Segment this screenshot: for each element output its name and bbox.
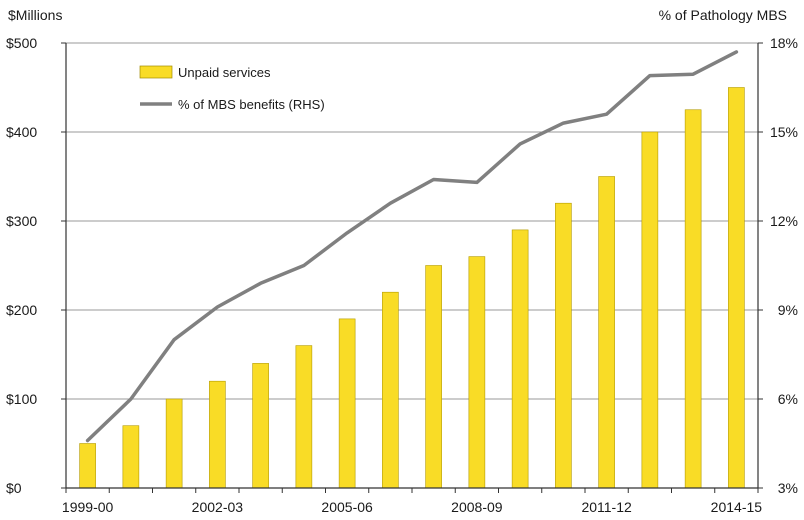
ticks-group: $0 $100 $200 $300 $400 $500 3% 6% 9% 12% 15% 18% 199…: [6, 35, 798, 515]
legend: Unpaid services % of MBS benefits (RHS): [139, 65, 325, 112]
y-left-tick-label: $100: [6, 391, 37, 407]
line-group: [85, 50, 739, 443]
bar-unpaid-services: [468, 256, 486, 489]
y-right-tick-label: 6%: [778, 391, 798, 407]
x-tick-label: 2008-09: [451, 499, 503, 515]
bars-group: [79, 87, 745, 489]
bar-unpaid-services: [79, 443, 96, 489]
y-left-tick-label: $200: [6, 302, 37, 318]
bar-unpaid-services: [511, 229, 529, 489]
y-right-tick-label: 12%: [770, 213, 798, 229]
bar-unpaid-services: [555, 202, 572, 489]
bar-unpaid-services: [684, 109, 702, 489]
x-tick-label: 2005-06: [321, 499, 373, 515]
y-right-tick-label: 9%: [778, 302, 798, 318]
bar-unpaid-services: [209, 380, 226, 489]
bar-unpaid-services: [382, 291, 399, 489]
legend-swatch-unpaid-services: [139, 65, 173, 79]
x-tick-label: 2002-03: [192, 499, 244, 515]
bar-unpaid-services: [338, 318, 356, 489]
y-left-tick-label: $0: [6, 480, 22, 496]
bar-unpaid-services: [122, 425, 140, 489]
x-tick-label: 2011-12: [581, 499, 632, 515]
y-right-tick-label: 18%: [770, 35, 798, 51]
bar-unpaid-services: [165, 398, 183, 489]
y-right-axis-title: % of Pathology MBS: [659, 7, 787, 23]
y-left-tick-label: $300: [6, 213, 37, 229]
bar-unpaid-services: [598, 176, 615, 489]
y-left-tick-label: $500: [6, 35, 37, 51]
line-mbs-benefits: [85, 50, 739, 443]
x-tick-label: 2014-15: [711, 499, 763, 515]
legend-label-unpaid-services: Unpaid services: [178, 65, 271, 80]
bar-unpaid-services: [728, 87, 745, 489]
x-tick-label: 1999-00: [62, 499, 114, 515]
y-left-tick-label: $400: [6, 124, 37, 140]
legend-label-mbs-benefits: % of MBS benefits (RHS): [178, 97, 325, 112]
y-left-axis-title: $Millions: [8, 7, 62, 23]
y-right-tick-label: 15%: [770, 124, 798, 140]
y-right-tick-label: 3%: [778, 480, 798, 496]
bar-unpaid-services: [425, 265, 442, 489]
bar-unpaid-services: [295, 345, 313, 489]
bar-unpaid-services: [641, 131, 659, 489]
bar-unpaid-services: [252, 363, 269, 489]
